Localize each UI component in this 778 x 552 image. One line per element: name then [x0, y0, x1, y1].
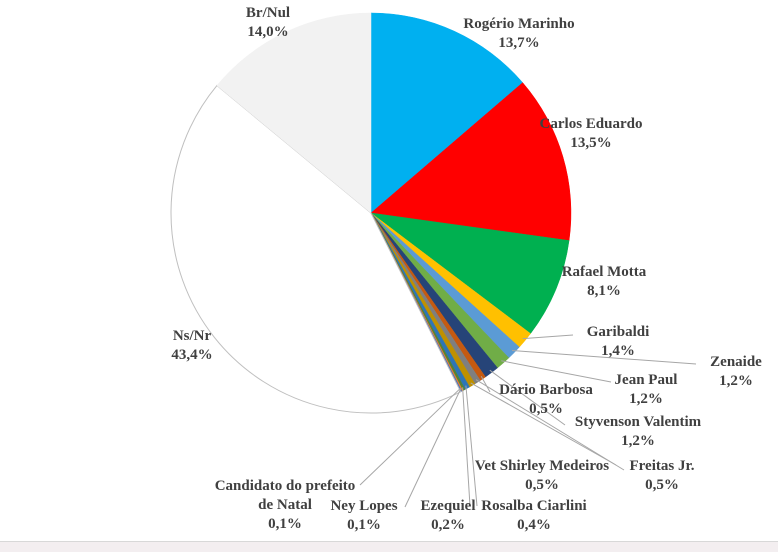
slice-name-label: Zenaide [710, 354, 762, 370]
slice-value-label: 14,0% [247, 24, 288, 40]
leader-line [501, 360, 612, 383]
slice-name-label: Vet Shirley Medeiros [475, 458, 609, 474]
slice-value-label: 43,4% [171, 347, 212, 363]
slice-name-label: Ns/Nr [173, 328, 212, 344]
slice-label: Ney Lopes 0,1% [330, 498, 397, 533]
pie-slice-ns-nr [170, 84, 462, 414]
leader-line [462, 387, 471, 507]
leader-lines [359, 334, 697, 508]
slice-name-label: Rafael Motta [562, 264, 647, 280]
leader-line [470, 382, 617, 466]
bottom-bar [0, 541, 778, 552]
slice-label: Zenaide 1,2% [710, 354, 762, 389]
leader-line [522, 334, 574, 340]
slice-label: Rogério Marinho 13,7% [463, 16, 574, 51]
leader-line [480, 376, 491, 393]
leader-line [404, 388, 462, 508]
slice-label: Styvenson Valentim 1,2% [575, 414, 702, 449]
slice-label: Vet Shirley Medeiros 0,5% [475, 458, 609, 493]
slice-value-label: 1,2% [719, 373, 753, 389]
slice-name-label: Rogério Marinho [463, 16, 574, 32]
pie-slice-carlos-eduardo [370, 82, 572, 241]
slice-label: Candidato do prefeito de Natal 0,1% [215, 478, 356, 532]
slice-label: Rosalba Ciarlini 0,4% [481, 498, 586, 533]
slice-name-label: Ney Lopes [330, 498, 397, 514]
slice-name-label: Jean Paul [615, 372, 678, 388]
slice-label: Freitas Jr. 0,5% [630, 458, 695, 493]
pie-slices [170, 12, 572, 414]
slice-value-label: 0,1% [268, 516, 302, 532]
slice-name-label: Candidato do prefeito [215, 478, 356, 494]
leader-line [465, 385, 478, 507]
slice-value-label: 8,1% [587, 283, 621, 299]
slice-label: Rafael Motta 8,1% [562, 264, 647, 299]
slice-label: Ns/Nr 43,4% [171, 328, 212, 363]
slice-label: Ezequiel 0,2% [421, 498, 476, 533]
pie-slice-rog-rio-marinho [370, 12, 524, 214]
slice-name-label: Carlos Eduardo [540, 116, 643, 132]
leader-line [512, 350, 697, 365]
slice-label: Garibaldi 1,4% [587, 324, 650, 359]
slice-label: Jean Paul 1,2% [615, 372, 678, 407]
slice-label: Carlos Eduardo 13,5% [540, 116, 643, 151]
slice-name-label: Styvenson Valentim [575, 414, 702, 430]
leader-line [475, 379, 625, 471]
slice-name-label: Rosalba Ciarlini [481, 498, 586, 514]
slice-value-label: 0,4% [517, 517, 551, 533]
slice-name-label: de Natal [258, 497, 312, 513]
slice-name-label: Ezequiel [421, 498, 476, 514]
leader-line [489, 369, 566, 426]
leader-line [359, 388, 461, 486]
pie-slice-rafael-motta [370, 212, 570, 334]
pie-slice-br-nul [216, 12, 372, 214]
slice-value-label: 1,2% [629, 391, 663, 407]
slice-value-label: 13,5% [570, 135, 611, 151]
slice-name-label: Br/Nul [246, 5, 290, 21]
slice-value-label: 0,5% [645, 477, 679, 493]
slice-labels: Rogério Marinho 13,7% Carlos Eduardo 13,5% R… [171, 5, 762, 533]
slice-label: Br/Nul 14,0% [246, 5, 290, 40]
slice-value-label: 13,7% [498, 35, 539, 51]
slice-value-label: 1,2% [621, 433, 655, 449]
slice-value-label: 0,1% [347, 517, 381, 533]
slice-value-label: 0,2% [431, 517, 465, 533]
slice-name-label: Freitas Jr. [630, 458, 695, 474]
slice-name-label: Garibaldi [587, 324, 650, 340]
slice-name-label: Dário Barbosa [499, 382, 593, 398]
slice-value-label: 0,5% [525, 477, 559, 493]
slice-value-label: 1,4% [601, 343, 635, 359]
slice-label: Dário Barbosa 0,5% [499, 382, 593, 417]
slice-value-label: 0,5% [529, 401, 563, 417]
